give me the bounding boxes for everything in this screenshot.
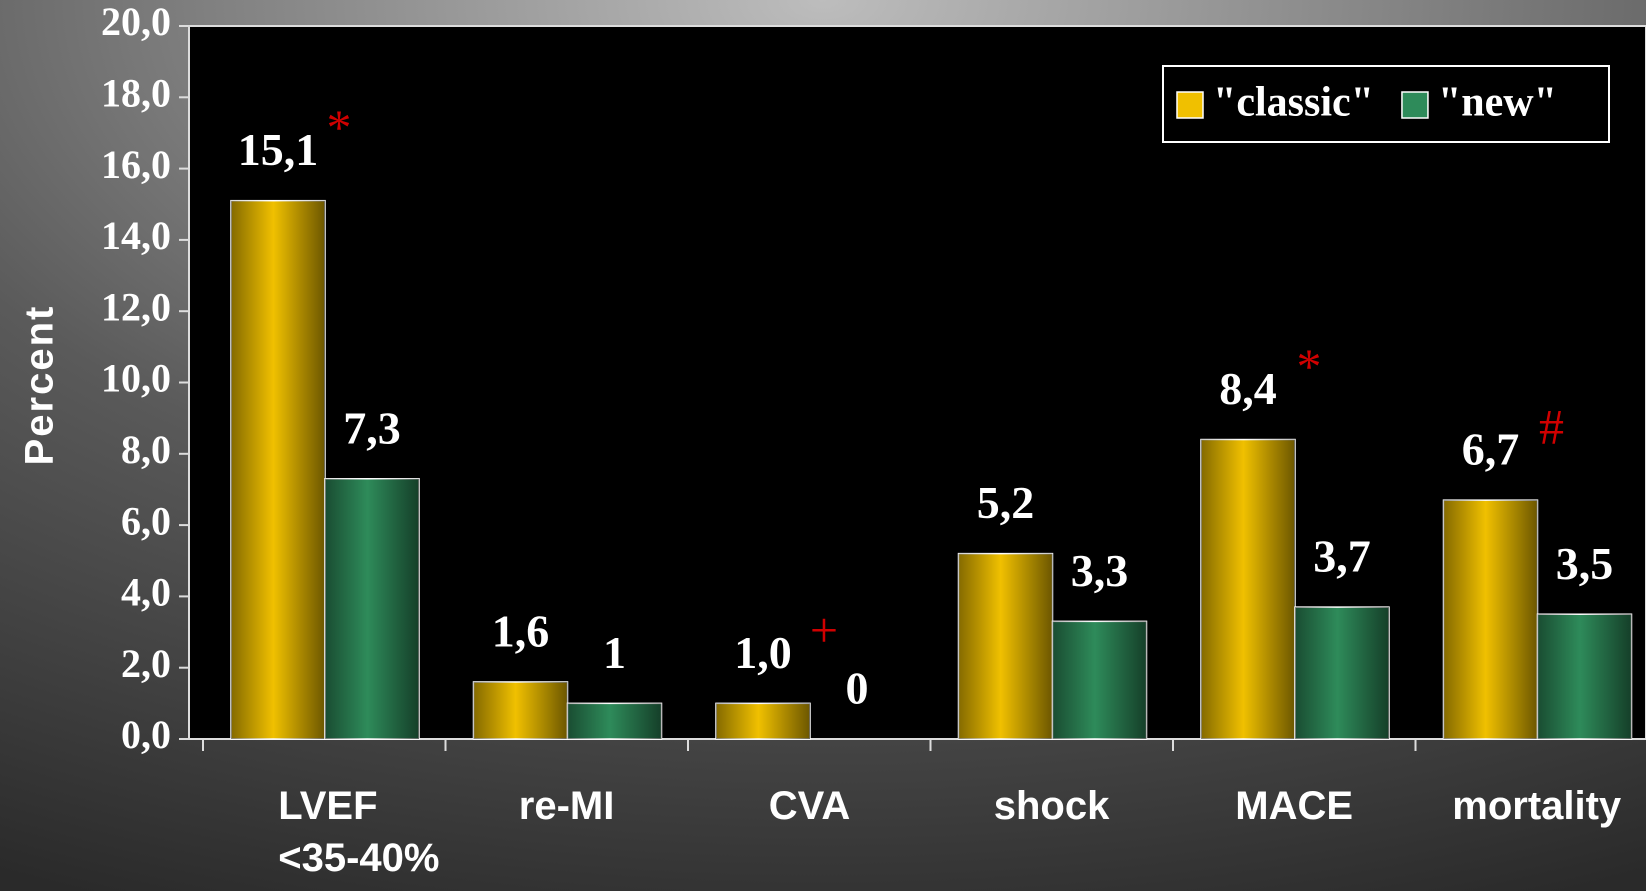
bar-shade [716,703,810,739]
x-tick-label: mortality [1452,784,1622,828]
value-label: 6,7 [1462,424,1520,475]
annotation: * [327,99,352,155]
y-tick-label: 18,0 [101,70,171,115]
value-label: 3,5 [1556,538,1614,589]
y-tick-label: 20,0 [101,0,171,44]
legend-swatch [1401,91,1429,119]
bar-shade [1443,500,1538,739]
annotation: + [810,602,838,658]
value-label: 0 [846,663,869,714]
annotation: # [1539,399,1564,455]
x-tick-label: re-MI [518,784,615,828]
value-label: 3,3 [1071,545,1129,596]
y-tick-label: 6,0 [121,498,171,543]
bar-shade [1201,439,1295,739]
y-tick-label: 8,0 [121,427,171,472]
annotation: * [1297,338,1322,394]
value-label: 15,1 [238,124,319,175]
x-tick-label: CVA [768,784,851,828]
bar-shade [567,703,662,739]
bar-shade [473,681,568,739]
y-tick-label: 12,0 [101,284,171,329]
bar-shade [1537,614,1632,739]
bar-shade [1295,607,1389,739]
x-tick-label: LVEF <35-40% [278,784,440,880]
x-tick-label: shock [993,784,1110,828]
legend-box [1162,65,1610,143]
y-tick-label: 2,0 [121,641,171,686]
value-label: 8,4 [1219,363,1277,414]
legend-swatch [1176,91,1204,119]
bar-shade [958,553,1053,739]
y-tick-label: 0,0 [121,712,171,757]
value-label: 5,2 [977,477,1035,528]
value-label: 3,7 [1313,531,1371,582]
y-tick-label: 14,0 [101,213,171,258]
y-tick-label: 16,0 [101,142,171,187]
value-label: 7,3 [343,402,401,453]
bar-shade [1052,621,1147,739]
y-tick-label: 10,0 [101,356,171,401]
x-tick-label: MACE [1235,784,1354,828]
legend-label: "new" [1438,80,1557,126]
plot-area [188,25,1646,740]
value-label: 1,0 [734,627,792,678]
value-label: 1,6 [492,606,550,657]
value-label: 1 [603,627,626,678]
y-tick-label: 4,0 [121,570,171,615]
bar-shade [325,478,419,739]
bar-shade [231,200,325,739]
legend: "classic" "new" [1162,65,1610,143]
legend-label: "classic" [1213,80,1374,126]
y-axis-label: Percent [18,305,62,466]
